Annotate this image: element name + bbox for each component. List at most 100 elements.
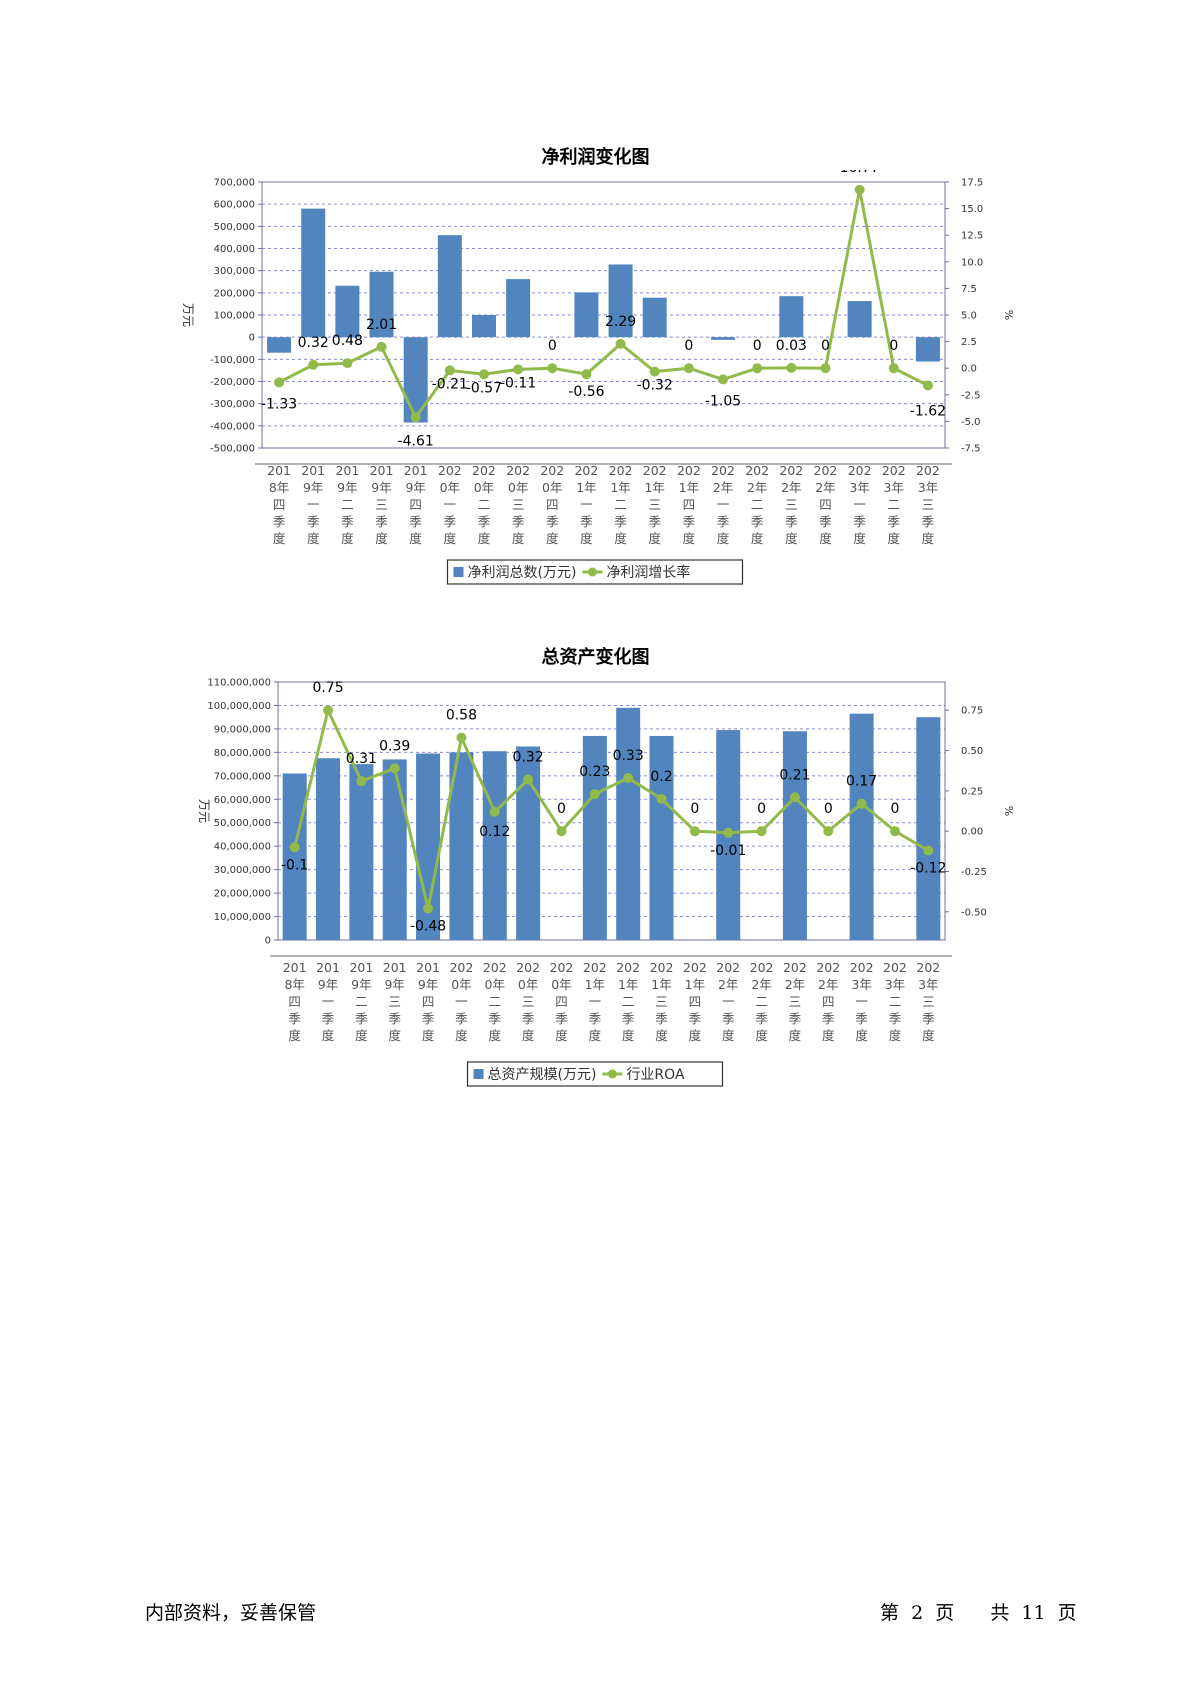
x-category-label: 9年 [418, 977, 438, 992]
y-right-tick-label: 10.0 [961, 257, 983, 268]
chart-title-total-assets: 总资产变化图 [541, 647, 650, 668]
bar [849, 713, 874, 940]
chart-net-profit: 700,000 600,000 500,000 400,000 300,000 200,0… [181, 170, 1015, 585]
x-category-label: 四 [555, 994, 568, 1009]
x-category-label: 季 [889, 1011, 902, 1026]
x-category-label: 度 [622, 1028, 635, 1043]
data-label: 2.01 [366, 317, 397, 333]
line-point [342, 358, 353, 369]
y-right-tick-label: -7.5 [961, 444, 981, 455]
x-category-label: 度 [489, 1028, 502, 1043]
x-category-label: 0年 [551, 977, 571, 992]
line-point [888, 363, 899, 374]
x-category-label: 季 [341, 514, 354, 529]
y-right-tick-label: 7.5 [961, 284, 977, 295]
x-category-label: 三 [922, 497, 935, 512]
line-point [756, 826, 767, 837]
x-category-label: 度 [819, 531, 832, 546]
line-point [752, 363, 763, 374]
data-label: 0.33 [613, 748, 644, 764]
x-category-label: 季 [288, 1011, 301, 1026]
line-point [581, 369, 592, 380]
x-category-label: 3年 [849, 480, 869, 495]
x-category-label: 一 [322, 994, 335, 1009]
bar [847, 301, 872, 338]
x-category-label: 202 [814, 463, 838, 478]
x-category-label: 二 [341, 497, 354, 512]
y-left-tick-label: 50,000,000 [214, 818, 271, 829]
y-right-tick-label: 12.5 [961, 231, 983, 242]
bar [403, 337, 428, 423]
x-category-label: 三 [375, 497, 388, 512]
x-category-label: 202 [816, 960, 840, 975]
y-left-tick-label: 100,000 [214, 311, 255, 322]
footer-page-prefix: 第 [880, 1602, 900, 1624]
data-label: -0.48 [410, 919, 446, 935]
x-category-label: 1年 [685, 977, 705, 992]
x-category-label: 202 [916, 463, 940, 478]
x-category-label: 一 [589, 994, 602, 1009]
chart-title-net-profit: 净利润变化图 [541, 147, 650, 168]
x-category-label: 季 [307, 514, 320, 529]
y-right-axis-title: % [1002, 310, 1015, 320]
x-category-label: 202 [779, 463, 803, 478]
data-label: -0.21 [432, 376, 468, 392]
bar [267, 337, 292, 353]
line-point [789, 792, 800, 803]
x-category-label: 202 [483, 960, 507, 975]
data-label: 0.21 [779, 767, 810, 783]
x-category-label: 度 [922, 1028, 935, 1043]
data-label: -0.12 [910, 861, 946, 877]
x-category-label: 202 [438, 463, 462, 478]
footer-total-suffix: 页 [1057, 1602, 1077, 1624]
y-left-tick-label: -400,000 [210, 421, 255, 432]
data-label: 0 [889, 338, 898, 354]
x-category-label: 201 [316, 960, 340, 975]
x-category-label: 季 [755, 1011, 768, 1026]
y-left-tick-label: 0 [249, 333, 255, 344]
x-category-label: 201 [416, 960, 440, 975]
x-category-label: 度 [322, 1028, 335, 1043]
x-category-label: 202 [711, 463, 735, 478]
line-point [923, 845, 934, 856]
line-point [589, 789, 600, 800]
x-category-label: 季 [555, 1011, 568, 1026]
x-category-label: 202 [574, 463, 598, 478]
x-category-label: 度 [522, 1028, 535, 1043]
x-category-label: 202 [750, 960, 774, 975]
x-category-label: 2年 [785, 977, 805, 992]
x-category-label: 一 [455, 994, 468, 1009]
bar [642, 297, 667, 338]
x-category-label: 度 [751, 531, 764, 546]
x-category-label: 二 [614, 497, 627, 512]
x-category-label: 度 [855, 1028, 868, 1043]
data-label: 0 [684, 338, 693, 354]
x-category-label: 202 [583, 960, 607, 975]
line-point [718, 374, 729, 385]
y-left-tick-label: -300,000 [210, 399, 255, 410]
x-category-label: 202 [850, 960, 874, 975]
x-category-label: 三 [512, 497, 525, 512]
x-category-label: 季 [922, 514, 935, 529]
line-point [623, 772, 634, 783]
data-label: 0 [891, 801, 900, 817]
y-left-tick-label: 70,000,000 [214, 771, 271, 782]
bar [437, 235, 462, 338]
x-category-label: 202 [683, 960, 707, 975]
line-point [786, 362, 797, 373]
x-category-label: 二 [889, 994, 902, 1009]
y-right-tick-label: 2.5 [961, 337, 977, 348]
x-category-label: 季 [546, 514, 559, 529]
data-label: 0.58 [446, 708, 477, 724]
x-category-label: 季 [614, 514, 627, 529]
x-category-label: 四 [273, 497, 286, 512]
y-right-tick-label: 0.50 [961, 746, 983, 757]
line-point [689, 826, 700, 837]
x-category-label: 二 [478, 497, 491, 512]
x-category-label: 3年 [918, 480, 938, 495]
y-right-tick-label: 5.0 [961, 311, 977, 322]
data-label: 0.23 [579, 764, 610, 780]
data-label: 0 [757, 801, 766, 817]
x-category-label: 度 [455, 1028, 468, 1043]
line-point [649, 366, 660, 377]
